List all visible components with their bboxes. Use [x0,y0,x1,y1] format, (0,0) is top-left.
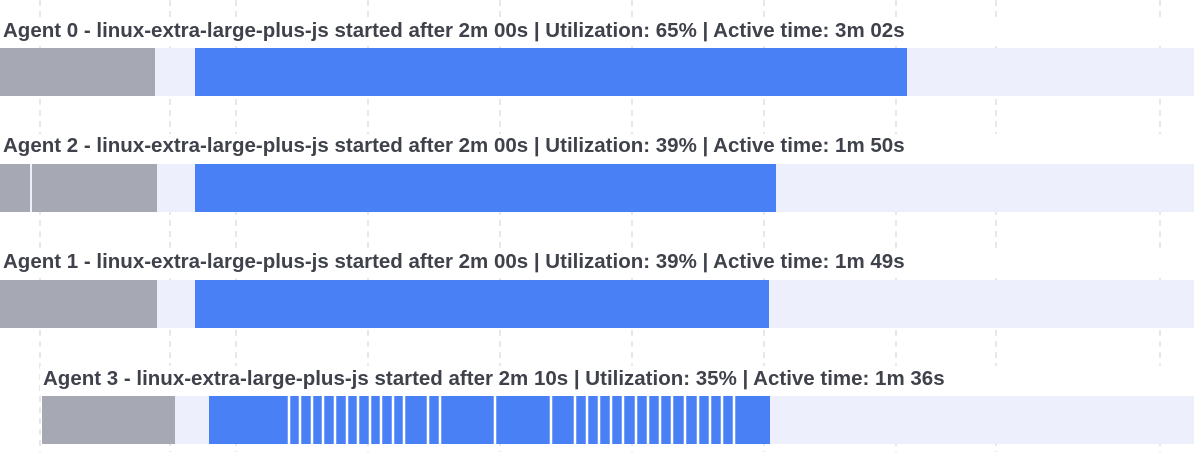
agent-row: Agent 1 - linux-extra-large-plus-js star… [0,250,1194,328]
agent-label: Agent 2 - linux-extra-large-plus-js star… [3,134,905,157]
active-segment [195,280,769,328]
label-backdrop [40,366,1194,394]
active-segment [195,48,907,96]
label-backdrop [0,250,1194,278]
idle-segment [0,164,30,212]
idle-segment [0,48,155,96]
idle-segment [42,396,175,444]
agent-label: Agent 0 - linux-extra-large-plus-js star… [3,19,905,42]
agent-label: Agent 1 - linux-extra-large-plus-js star… [3,250,905,273]
idle-segment [0,280,157,328]
agent-label: Agent 3 - linux-extra-large-plus-js star… [43,367,945,390]
active-segment [195,164,776,212]
segment-gaps [287,396,736,444]
label-backdrop [0,20,1194,46]
agent-row: Agent 3 - linux-extra-large-plus-js star… [40,366,1194,444]
idle-segment [32,164,157,212]
active-segment [209,396,770,444]
agent-row: Agent 2 - linux-extra-large-plus-js star… [0,134,1194,212]
agent-row: Agent 0 - linux-extra-large-plus-js star… [0,19,1194,96]
label-backdrop [0,134,1194,162]
